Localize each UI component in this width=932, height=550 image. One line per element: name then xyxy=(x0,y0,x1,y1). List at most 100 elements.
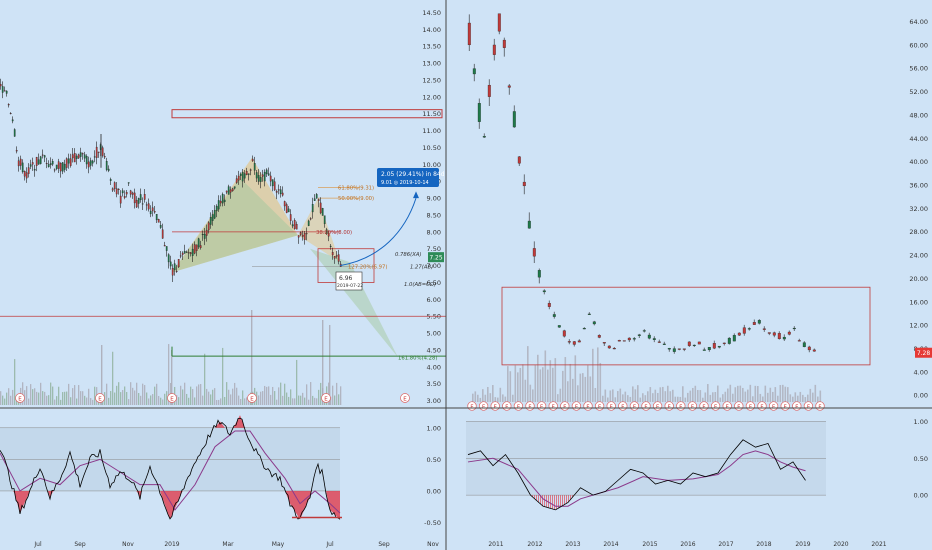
volume-bar xyxy=(94,386,96,405)
volume-bar xyxy=(166,391,168,405)
right-oscillator-panel[interactable]: 1.00 0.50 0.00 2011 2012 2013 2014 2015 2016 2017… xyxy=(466,418,928,548)
volume-bar xyxy=(234,382,236,405)
candle-body xyxy=(97,151,100,153)
candle-body xyxy=(732,335,736,342)
volume-bar xyxy=(587,365,589,402)
volume-bar xyxy=(552,367,554,402)
volume-bar xyxy=(794,392,797,402)
volume-bar xyxy=(44,391,46,405)
volume-bar xyxy=(62,392,64,405)
candle-body xyxy=(627,337,631,341)
projection-label: 2.05 (29.41%) in 84d xyxy=(381,171,445,178)
volume-bar xyxy=(192,389,194,405)
volume-bar xyxy=(78,385,80,405)
volume-bar xyxy=(266,386,268,405)
volume-bar xyxy=(66,391,68,405)
left-y-tick-label: 14.00 xyxy=(422,26,441,34)
earnings-marker xyxy=(167,393,177,403)
harmonic-pattern-green-left xyxy=(172,177,298,273)
candle-body xyxy=(682,348,686,350)
volume-bar xyxy=(474,391,477,402)
candle-body xyxy=(225,190,228,193)
candle-body xyxy=(802,342,806,348)
right-y-tick-label: 28.00 xyxy=(909,228,928,236)
volume-bar xyxy=(704,392,707,402)
volume-bar xyxy=(106,383,108,405)
projection-arc xyxy=(339,197,417,267)
right-y-tick-label: 48.00 xyxy=(909,111,928,119)
left-oscillator-panel[interactable]: 1.00 0.50 0.00 -0.50 Jul Sep Nov 2019 Mar May Jul S… xyxy=(0,415,441,548)
candle-body xyxy=(105,161,108,170)
candle-body xyxy=(169,261,172,267)
candle-body xyxy=(77,154,80,159)
volume-bar xyxy=(270,394,272,405)
volume-bar xyxy=(242,390,244,405)
candle-body xyxy=(165,246,168,251)
earnings-marker xyxy=(400,393,410,403)
volume-bar xyxy=(754,385,757,402)
volume-bar xyxy=(206,388,208,405)
candle-body xyxy=(215,205,218,212)
candle-body xyxy=(467,22,471,46)
earnings-marker xyxy=(247,393,257,403)
volume-bar xyxy=(34,388,36,405)
candle-body xyxy=(229,189,232,193)
candle-body xyxy=(652,338,656,340)
candle-body xyxy=(73,153,76,163)
candle-body xyxy=(692,344,696,346)
volume-bar xyxy=(642,393,644,402)
left-osc-y-tick: 1.00 xyxy=(427,424,441,432)
candle-body xyxy=(89,160,92,166)
volume-bar xyxy=(649,387,652,402)
volume-bar xyxy=(298,395,300,405)
left-osc-y-tick: -0.50 xyxy=(424,519,441,527)
candle-body xyxy=(219,200,222,204)
candle-body xyxy=(27,167,30,174)
candle-body xyxy=(319,202,322,214)
volume-bar xyxy=(112,351,114,405)
candle-body xyxy=(145,204,148,206)
volume-bar xyxy=(667,385,669,402)
volume-bar xyxy=(784,386,787,402)
volume-bar xyxy=(554,358,557,402)
volume-bar xyxy=(584,376,587,402)
volume-bar xyxy=(572,378,574,402)
candle-body xyxy=(41,154,44,156)
volume-bar xyxy=(517,372,519,402)
candle-body xyxy=(5,90,8,94)
volume-bar xyxy=(814,384,817,402)
candle-body xyxy=(273,181,276,191)
volume-bar xyxy=(220,398,222,405)
candle-body xyxy=(147,203,150,210)
volume-bar xyxy=(56,396,58,405)
candle-body xyxy=(81,153,84,155)
volume-bar xyxy=(492,385,494,402)
candle-body xyxy=(712,343,716,349)
volume-bar xyxy=(114,392,116,405)
candle-body xyxy=(293,220,296,229)
volume-bar xyxy=(547,369,549,402)
volume-bar xyxy=(727,388,729,402)
volume-bar xyxy=(152,394,154,405)
earnings-marker-label: E xyxy=(494,404,497,410)
resistance-zone-box xyxy=(171,109,443,119)
volume-bar xyxy=(154,386,156,405)
right-osc-y-tick: 0.50 xyxy=(914,455,928,463)
volume-bar xyxy=(564,357,567,402)
candle-body xyxy=(221,193,224,204)
right-x-tick-label: 2017 xyxy=(718,541,733,548)
volume-bar xyxy=(194,397,196,405)
volume-bar xyxy=(557,394,559,402)
volume-bar xyxy=(22,382,24,405)
left-price-panel[interactable]: 14.50 14.00 13.50 13.00 12.50 12.00 11.50 11.00… xyxy=(0,9,446,405)
volume-bar xyxy=(744,391,747,402)
volume-bar xyxy=(224,396,226,405)
candle-body xyxy=(335,255,338,257)
volume-bar xyxy=(302,392,304,405)
candle-body xyxy=(223,199,226,203)
volume-bar xyxy=(122,390,124,405)
candle-body xyxy=(181,252,184,255)
left-y-tick-label: 6.50 xyxy=(427,279,441,287)
earnings-marker-label: E xyxy=(482,404,485,410)
right-price-panel[interactable]: 64.00 60.00 56.00 52.00 48.00 44.00 40.00 36.00… xyxy=(467,13,932,411)
